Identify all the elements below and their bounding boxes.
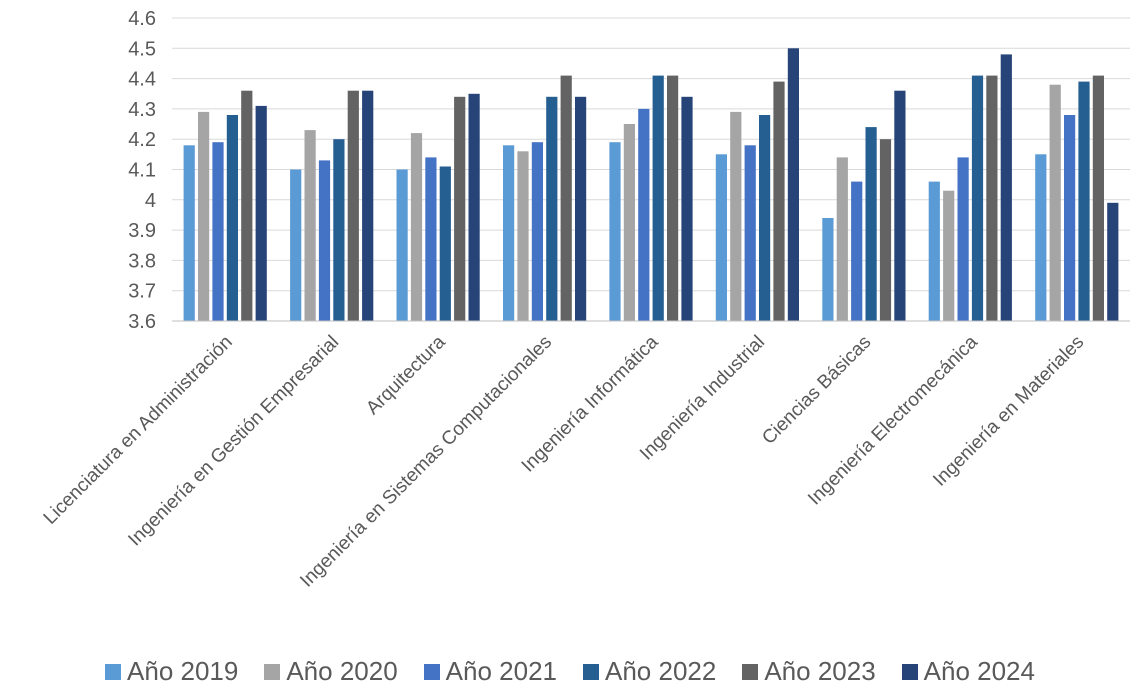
bar — [681, 96, 693, 321]
x-tick-label: Licenciatura en Administración — [40, 332, 237, 529]
bar — [318, 160, 331, 321]
bar — [439, 166, 451, 321]
legend-item: Año 2019 — [105, 656, 238, 687]
bar — [652, 75, 664, 321]
bar — [255, 105, 267, 322]
bar — [410, 133, 423, 321]
bar — [212, 142, 224, 321]
legend-swatch — [423, 663, 440, 680]
bar — [1000, 54, 1012, 322]
bar — [623, 124, 635, 321]
bar — [715, 154, 727, 321]
bar — [304, 130, 316, 321]
bar — [531, 142, 543, 321]
y-tick-label: 4.2 — [128, 129, 156, 151]
y-tick-label: 4.1 — [128, 160, 156, 182]
legend-label: Año 2020 — [286, 656, 398, 686]
bar — [928, 181, 940, 321]
legend-item: Año 2021 — [423, 656, 557, 687]
bar — [290, 169, 302, 321]
gridlines — [172, 17, 1130, 322]
bar — [468, 93, 480, 321]
legend-label: Año 2021 — [445, 656, 557, 686]
bar — [971, 75, 984, 321]
legend-label: Año 2022 — [605, 656, 717, 686]
x-tick-label: Ciencias Básicas — [758, 332, 875, 449]
legend-swatch — [105, 663, 122, 680]
bar — [836, 157, 848, 321]
bar — [362, 90, 374, 321]
bar — [198, 111, 210, 322]
x-tick-label: Arquitectura — [362, 331, 450, 419]
legend-label: Año 2023 — [764, 656, 876, 686]
y-tick-label: 4.3 — [128, 99, 156, 121]
y-axis-ticks: 3.6 3.7 3.8 3.9 4 4.1 4.2 4.3 4.4 4.5 4.6 — [128, 8, 156, 333]
bar — [943, 190, 955, 321]
y-tick-label: 4.5 — [128, 38, 156, 60]
bar — [759, 115, 771, 321]
legend-item: Año 2024 — [901, 656, 1035, 687]
bar — [1064, 115, 1076, 321]
bar — [454, 96, 466, 321]
bar — [744, 145, 756, 321]
legend-item: Año 2020 — [264, 656, 398, 687]
legend-label: Año 2024 — [923, 656, 1035, 686]
category-labels: Licenciatura en AdministraciónIngeniería… — [40, 331, 1089, 591]
bar — [851, 181, 863, 321]
bar — [638, 108, 650, 322]
bar — [546, 96, 558, 321]
bar — [183, 145, 195, 321]
bar — [575, 96, 587, 321]
bar — [787, 48, 799, 322]
y-tick-label: 3.9 — [128, 220, 156, 242]
bars — [183, 48, 1119, 322]
bar — [894, 90, 906, 321]
y-tick-label: 4.4 — [128, 69, 156, 91]
legend-swatch — [742, 663, 759, 680]
bar — [560, 75, 572, 321]
bar — [1107, 202, 1119, 321]
bar — [503, 145, 515, 321]
bar — [396, 169, 408, 321]
bar — [822, 218, 834, 321]
bar — [1078, 81, 1090, 321]
bar — [609, 142, 621, 321]
bar — [667, 75, 679, 321]
bar — [425, 157, 437, 321]
bar — [865, 127, 877, 321]
y-tick-label: 4 — [145, 190, 156, 212]
legend-item: Año 2023 — [742, 656, 876, 687]
bar — [517, 151, 529, 321]
bar — [957, 157, 969, 321]
legend: Año 2019 Año 2020 Año 2021 Año 2022 Año 2023… — [0, 656, 1140, 687]
bar — [730, 111, 742, 322]
legend-label: Año 2019 — [127, 656, 239, 686]
bar — [1035, 154, 1047, 321]
legend-swatch — [264, 663, 281, 680]
y-tick-label: 3.6 — [128, 311, 156, 333]
bar — [1092, 75, 1104, 321]
y-tick-label: 3.8 — [128, 250, 156, 272]
legend-swatch — [583, 663, 599, 680]
y-tick-label: 3.7 — [128, 281, 156, 303]
bar — [1049, 84, 1061, 321]
x-tick-label: Ingeniería Electromecánica — [804, 331, 982, 509]
bar — [226, 115, 238, 321]
bar — [879, 139, 892, 321]
legend-swatch — [901, 663, 918, 680]
bar — [773, 81, 785, 321]
y-tick-label: 4.6 — [128, 8, 156, 30]
legend-item: Año 2022 — [583, 656, 716, 687]
x-tick-label: Ingeniería en Gestión Empresarial — [124, 332, 343, 551]
bar — [333, 139, 345, 321]
bar — [986, 75, 998, 321]
bar — [241, 90, 253, 321]
bar — [347, 90, 359, 321]
